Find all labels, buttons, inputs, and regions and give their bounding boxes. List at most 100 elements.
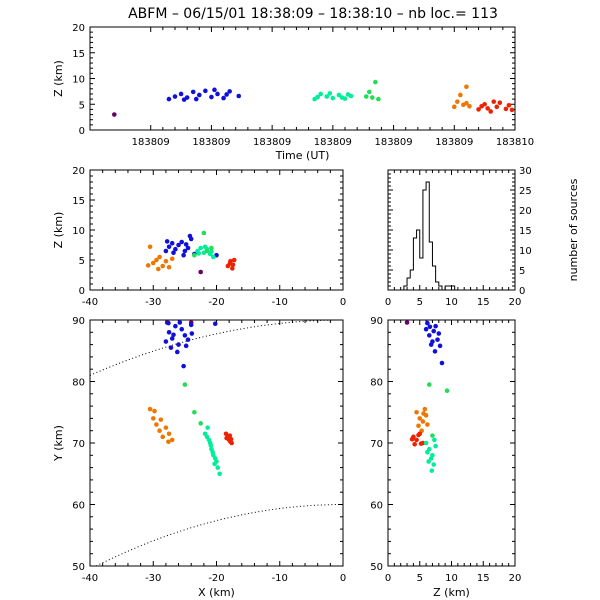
time-height-point-cyan (339, 95, 345, 100)
plan-view-point-blue (183, 343, 189, 349)
x-height-point-red (230, 262, 236, 268)
x-height-point-blue (187, 233, 193, 239)
time-height-point-red (485, 106, 490, 111)
time-height-point-red (506, 102, 512, 108)
time-height-ytick-label: 0 (79, 126, 85, 137)
height-y-point-orange (414, 409, 419, 415)
x-height-point-blue (163, 248, 169, 254)
plan-view-point-orange (169, 437, 175, 443)
height-y-point-blue (425, 320, 430, 326)
x-height-xtick-label: -20 (208, 297, 224, 308)
x-height-plot-area (145, 230, 237, 275)
plan-view-ytick-label: 70 (72, 439, 85, 450)
time-height-point-red (497, 100, 503, 106)
time-height-plot-area (111, 79, 515, 117)
height-y-point-orange (422, 406, 428, 412)
time-height-ytick-label: 5 (79, 100, 85, 111)
time-height-point-cyan (330, 95, 336, 101)
x-height-point-orange (160, 263, 166, 269)
height-y-point-blue (433, 323, 438, 329)
plan-view-plot-area (90, 320, 343, 566)
plan-view-point-cyan (215, 465, 221, 470)
x-height-point-blue (181, 252, 186, 258)
height-y-xtick-label: 10 (445, 573, 458, 584)
plan-view-point-blue (171, 332, 176, 338)
plan-view-ytick-label: 50 (72, 562, 85, 573)
plan-view-point-orange (166, 439, 171, 445)
time-height-point-orange (451, 104, 457, 110)
height-y-ytick-label: 60 (370, 501, 383, 512)
x-height-ytick-label: 15 (72, 196, 85, 207)
x-height-point-green (192, 252, 197, 258)
time-height-xtick-label: 183809 (132, 137, 170, 148)
time-height-xtick-label: 183810 (496, 137, 534, 148)
plan-view-point-orange (166, 431, 172, 437)
time-height-point-red (488, 109, 494, 114)
histogram-bar (423, 190, 426, 290)
height-histogram-ytick-label: 0 (519, 286, 525, 297)
height-y-point-orange (421, 411, 426, 416)
height-y-xtick-label: 5 (417, 573, 423, 584)
x-height-xtick-label: 0 (340, 297, 346, 308)
time-height-xtick-label: 183809 (435, 137, 473, 148)
plan-view-point-blue (177, 320, 183, 325)
time-height-point-red (509, 107, 515, 113)
plan-view-panel: -40 -30 -20 -10 0 50 60 70 80 90 X (km) Y (km) (52, 316, 346, 599)
height-histogram-ytick-label: 10 (519, 246, 532, 257)
plan-view-point-blue (181, 363, 186, 369)
time-height-point-blue (209, 94, 214, 100)
height-histogram-ytick-label: 20 (519, 206, 532, 217)
x-height-ytick-label: 5 (79, 256, 85, 267)
height-histogram-ytick-label: 25 (519, 186, 532, 197)
height-y-point-cyan (425, 449, 430, 455)
plan-view-point-blue (176, 342, 181, 347)
time-height-point-red (494, 104, 500, 110)
x-height-point-orange (150, 260, 156, 266)
plan-view-point-blue (179, 326, 185, 332)
time-height-xlabel: Time (UT) (275, 149, 330, 162)
x-height-point-blue (169, 240, 175, 246)
x-height-point-orange (147, 244, 153, 250)
height-y-point-orange (420, 419, 426, 424)
height-y-xtick-label: 0 (385, 573, 391, 584)
height-y-point-blue (427, 324, 433, 330)
histogram-bar (404, 286, 407, 290)
height-y-point-cyan (432, 437, 437, 443)
time-height-point-cyan (318, 91, 324, 97)
height-histogram-ytick-label: 15 (519, 226, 532, 237)
time-height-point-orange (464, 100, 469, 106)
height-y-point-purple (404, 320, 410, 325)
height-histogram-xtick-label: 20 (509, 297, 522, 308)
height-histogram-ytick-label: 30 (519, 166, 532, 177)
plan-view-point-orange (150, 416, 156, 421)
time-height-point-orange (464, 84, 469, 90)
x-height-point-orange (157, 254, 162, 260)
height-y-xtick-label: 20 (509, 573, 522, 584)
plan-view-point-cyan (217, 471, 222, 477)
height-y-xtick-label: 15 (477, 573, 490, 584)
time-height-xtick-label: 183809 (374, 137, 412, 148)
height-y-point-red (414, 437, 419, 443)
height-y-point-red (416, 432, 421, 438)
histogram-bar (426, 182, 429, 290)
height-y-point-blue (437, 343, 443, 349)
time-height-point-orange (455, 99, 460, 104)
height-y-point-red (418, 441, 424, 446)
x-height-point-blue (171, 250, 176, 256)
x-height-ytick-label: 0 (79, 286, 85, 297)
time-height-point-purple (111, 112, 117, 117)
x-height-point-cyan (196, 251, 202, 256)
height-histogram-ylabel: number of sources (567, 178, 580, 281)
x-height-point-cyan (198, 245, 203, 251)
time-height-point-red (479, 104, 484, 109)
height-histogram-xtick-label: 10 (445, 297, 458, 308)
x-height-point-orange (145, 263, 151, 268)
time-height-point-blue (190, 89, 196, 95)
height-y-panel: 0 5 10 15 20 50 60 70 80 90 Z (km) (370, 316, 521, 599)
time-height-xtick-label: 183809 (253, 137, 291, 148)
plan-view-point-red (227, 433, 233, 438)
histogram-bar (448, 286, 451, 290)
histogram-bar (445, 286, 448, 290)
time-height-point-green (376, 96, 381, 102)
